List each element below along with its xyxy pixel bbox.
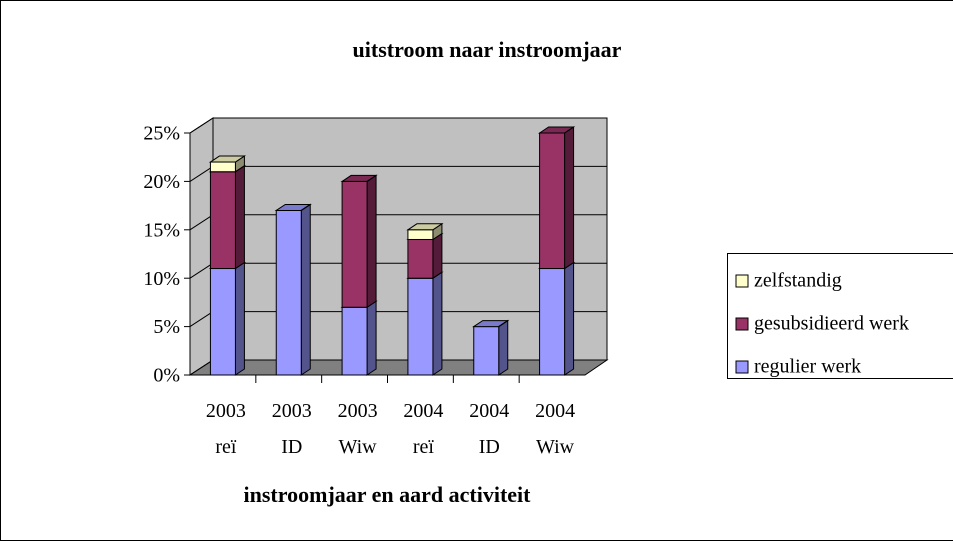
x-axis-title: instroomjaar en aard activiteit: [244, 482, 532, 507]
y-tick-label: 25%: [143, 123, 180, 145]
grid-line: [189, 165, 214, 182]
bar-side: [300, 203, 311, 376]
bar: [407, 238, 434, 279]
legend-swatch: [735, 274, 749, 288]
legend-label: regulier werk: [754, 356, 861, 378]
y-tick-label: 15%: [143, 219, 180, 241]
bar: [275, 209, 302, 376]
bar: [539, 132, 566, 270]
chart-title: uitstroom naar instroomjaar: [353, 37, 622, 62]
bar-side: [234, 164, 245, 270]
bar: [209, 171, 236, 270]
y-tick-label: 5%: [153, 316, 180, 338]
bar-side: [564, 261, 575, 376]
x-tick-label: 2004 Wiw: [535, 400, 576, 458]
legend-box: [727, 253, 953, 379]
y-tick-label: 0%: [153, 365, 180, 387]
bar-side: [366, 174, 377, 182]
legend-swatch: [735, 317, 749, 331]
grid-line: [189, 214, 214, 231]
x-tick-label: 2004 ID: [469, 400, 510, 458]
bar-side: [432, 232, 443, 280]
grid-line: [189, 359, 214, 376]
legend-label: gesubsidieerd werk: [754, 313, 909, 335]
bar-top: [406, 223, 444, 231]
x-tick-label: 2003 ID: [271, 400, 312, 458]
bar: [341, 306, 368, 376]
grid-line: [189, 262, 214, 279]
bar: [341, 180, 368, 308]
bar: [209, 268, 236, 376]
bar-side: [498, 320, 509, 328]
bar-top: [208, 155, 247, 163]
bar-side: [366, 174, 377, 309]
x-tick-label: 2003 Wiw: [337, 400, 378, 458]
bar-side: [498, 319, 509, 376]
bar: [407, 229, 434, 240]
bar-side: [432, 271, 443, 376]
side-wall: [189, 117, 214, 376]
bar-side: [300, 204, 311, 211]
legend-swatch: [735, 360, 749, 374]
legend-label: zelfstandig: [754, 270, 842, 292]
bar-side: [366, 300, 377, 376]
grid-line: [189, 311, 214, 328]
bar: [473, 326, 500, 376]
bar-side: [564, 126, 574, 134]
bar-side: [564, 126, 575, 270]
x-tick-label: 2004 reï: [403, 400, 444, 458]
bar: [407, 277, 434, 376]
bar: [209, 161, 236, 173]
x-tick-label: 2003 reï: [205, 400, 246, 458]
y-tick-label: 10%: [143, 268, 180, 290]
y-tick-label: 20%: [143, 171, 180, 193]
bar: [539, 268, 566, 376]
grid-line: [189, 117, 214, 134]
bar-side: [234, 261, 245, 376]
